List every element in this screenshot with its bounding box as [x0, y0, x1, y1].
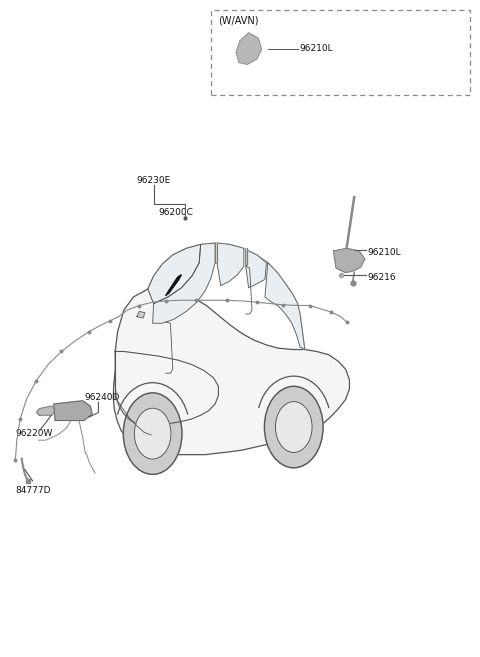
- Polygon shape: [36, 406, 55, 415]
- Text: 96240D: 96240D: [84, 393, 120, 402]
- Text: 84777D: 84777D: [15, 486, 51, 495]
- Polygon shape: [113, 288, 349, 455]
- Ellipse shape: [134, 408, 171, 459]
- Polygon shape: [148, 244, 201, 304]
- Text: 96230E: 96230E: [137, 176, 171, 185]
- Polygon shape: [246, 250, 266, 288]
- Ellipse shape: [264, 386, 323, 468]
- Polygon shape: [137, 311, 145, 318]
- Polygon shape: [217, 243, 244, 286]
- Polygon shape: [166, 275, 181, 296]
- Text: 96216: 96216: [367, 273, 396, 282]
- Polygon shape: [54, 401, 92, 420]
- Text: (W/AVN): (W/AVN): [218, 15, 259, 25]
- Text: 96210L: 96210L: [299, 44, 333, 53]
- Text: 96210L: 96210L: [367, 248, 401, 258]
- Text: 96220W: 96220W: [15, 429, 53, 438]
- Ellipse shape: [276, 401, 312, 453]
- Ellipse shape: [123, 393, 182, 474]
- Polygon shape: [153, 243, 215, 323]
- Polygon shape: [215, 243, 217, 263]
- Polygon shape: [334, 248, 365, 273]
- Polygon shape: [246, 248, 248, 266]
- Polygon shape: [265, 263, 305, 350]
- Polygon shape: [236, 33, 262, 64]
- Text: 96200C: 96200C: [158, 208, 193, 217]
